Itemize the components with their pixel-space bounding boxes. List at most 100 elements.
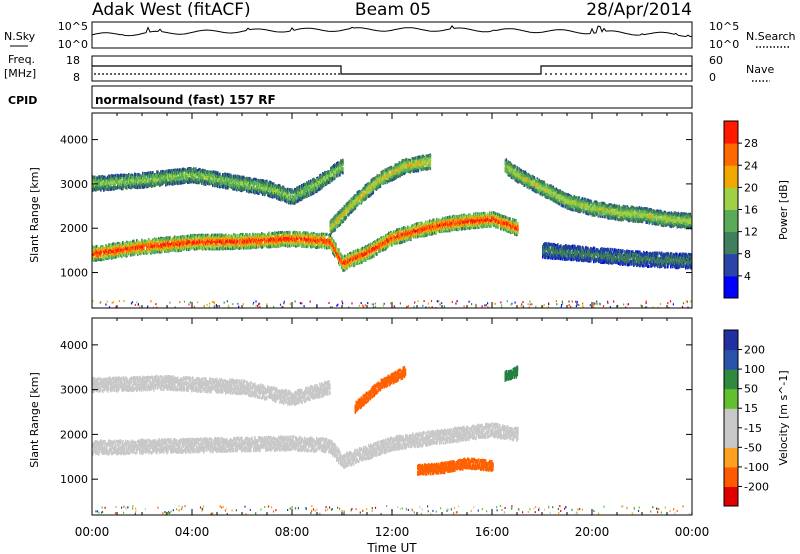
power-cell <box>206 234 208 238</box>
power-cell <box>457 227 459 231</box>
power-cell <box>97 249 99 253</box>
power-cell <box>333 239 335 243</box>
power-cell <box>495 219 497 223</box>
power-cell <box>501 214 503 218</box>
power-cell <box>475 213 477 217</box>
power-cell <box>284 243 286 247</box>
power-cell <box>98 254 100 258</box>
power-cell <box>243 242 245 246</box>
power-cell <box>303 244 305 248</box>
power-cell <box>406 230 408 234</box>
power-cell <box>478 224 480 228</box>
power-cell <box>197 247 199 251</box>
power-cell <box>213 234 215 238</box>
power-cell <box>174 240 176 244</box>
power-cell <box>435 227 437 231</box>
power-cell <box>249 244 251 248</box>
power-cell <box>102 247 104 251</box>
power-cell <box>118 246 120 249</box>
power-cell <box>483 213 485 217</box>
power-cell <box>382 245 384 249</box>
power-cell <box>308 233 310 237</box>
power-cell <box>153 248 155 252</box>
power-cell <box>103 176 105 179</box>
power-cell <box>284 237 286 241</box>
power-cell <box>367 246 369 250</box>
power-cell <box>297 244 299 248</box>
power-cell <box>507 225 509 229</box>
power-cell <box>216 241 218 245</box>
power-cell <box>325 239 327 243</box>
power-cell <box>502 218 504 222</box>
power-cell <box>466 224 468 228</box>
power-cell <box>503 218 505 222</box>
power-cell <box>410 234 412 237</box>
power-cell <box>296 231 298 235</box>
power-cell <box>316 246 318 249</box>
power-cell <box>126 247 128 251</box>
power-cell <box>369 250 371 254</box>
power-cell <box>237 239 239 243</box>
power-cell <box>132 243 134 247</box>
power-cell <box>350 251 352 255</box>
power-cell <box>318 243 320 247</box>
power-cell <box>222 239 224 242</box>
power-cell <box>375 241 377 244</box>
power-cell <box>383 237 385 241</box>
power-cell <box>106 187 108 191</box>
power-cell <box>407 228 409 232</box>
power-cell <box>92 257 94 261</box>
power-cell <box>333 248 335 252</box>
power-cell <box>149 239 151 243</box>
power-cell <box>197 238 199 242</box>
power-cell <box>511 225 513 229</box>
power-cell <box>256 245 258 249</box>
power-cell <box>181 245 183 249</box>
power-cell <box>301 232 303 236</box>
power-cell <box>170 249 172 252</box>
power-cell <box>240 235 242 239</box>
power-cell <box>446 219 448 223</box>
nsky-label: N.Sky <box>4 30 36 43</box>
power-cell <box>371 244 373 248</box>
power-cell <box>344 254 346 258</box>
power-cell <box>297 240 299 244</box>
power-cell <box>102 245 104 249</box>
power-cell <box>380 241 382 245</box>
power-cell <box>399 238 401 242</box>
power-cell <box>188 248 190 252</box>
power-cell <box>187 245 189 249</box>
power-cell <box>456 225 458 229</box>
power-cell <box>423 234 425 238</box>
power-cell <box>367 249 369 253</box>
power-cell <box>388 231 390 235</box>
power-cell <box>365 252 367 256</box>
power-cell <box>122 241 124 245</box>
power-cell <box>254 239 256 242</box>
power-cell <box>229 235 231 239</box>
power-cell <box>346 266 348 270</box>
power-cell <box>489 211 491 215</box>
power-cell <box>269 245 271 249</box>
power-cell <box>205 244 207 248</box>
power-cell <box>98 250 100 254</box>
power-cell <box>291 235 293 239</box>
power-cell <box>282 237 284 241</box>
power-cell <box>320 237 322 241</box>
power-cell <box>328 241 330 245</box>
power-cell <box>218 234 220 238</box>
power-cell <box>146 248 148 252</box>
power-cell <box>190 242 192 246</box>
power-cell <box>433 222 435 226</box>
power-cell <box>169 246 171 250</box>
power-cell <box>139 249 141 253</box>
power-cell <box>223 242 225 246</box>
power-cell <box>344 259 346 263</box>
power-cell <box>175 239 177 243</box>
power-cell <box>369 247 371 251</box>
power-cell <box>102 174 104 178</box>
power-cell <box>325 243 327 247</box>
power-cell <box>142 242 144 246</box>
power-cell <box>391 233 393 237</box>
power-cell <box>413 235 415 239</box>
